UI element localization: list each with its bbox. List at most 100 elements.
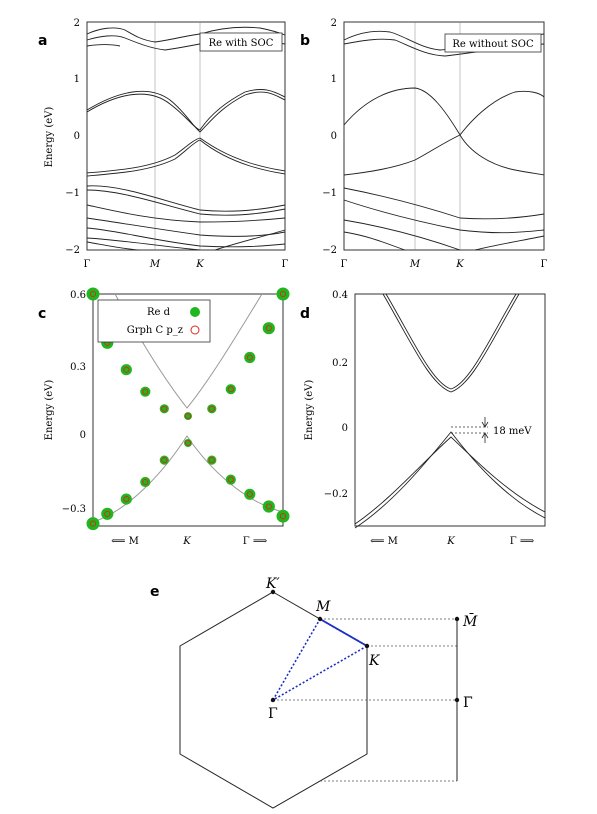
panel-a-ytick-m1: −1 — [65, 188, 80, 199]
panel-c-frame — [92, 293, 284, 527]
panel-a-ytick-2: 2 — [74, 18, 80, 29]
panel-d-ytick-02: 0.2 — [332, 358, 348, 369]
panel-c-grph-c-marker — [123, 496, 130, 503]
panel-c-re-d-marker — [159, 455, 169, 465]
panel-a-xtick-k: K — [195, 259, 204, 270]
panel-b-letter: b — [300, 33, 310, 49]
panel-d-ylabel: Energy (eV) — [304, 380, 315, 441]
panel-c-grph-c-marker — [246, 491, 253, 498]
panel-c-re-d-marker — [120, 493, 132, 505]
panel-e: e K′ M K Γ M̄ Γ̄ — [150, 576, 478, 809]
panel-d-gap-arrowhead-down — [481, 421, 489, 428]
panel-c-ytick-03: 0.3 — [70, 362, 86, 373]
panel-c-ylabel: Energy (eV) — [44, 380, 55, 441]
path-m-k — [319, 618, 368, 647]
panel-a-legend-box — [199, 32, 283, 52]
panel-a-ytick-0: 0 — [74, 131, 80, 142]
label-k: K — [368, 653, 381, 669]
panel-c-ytick-0: 0 — [80, 430, 86, 441]
panel-c: c Re d Grph C p_z 0.6 0.3 0 −0.3 Energy … — [38, 287, 290, 547]
panel-b-xtick-gamma2: Γ — [541, 259, 548, 270]
panel-c-grph-c-marker — [279, 513, 287, 520]
panel-c-grph-c-marker — [184, 439, 192, 447]
panel-b-xtick-m: M — [409, 259, 421, 270]
irreducible-path — [270, 617, 369, 703]
panel-b-frame — [343, 21, 545, 251]
point-k — [364, 643, 370, 649]
panel-c-re-d-marker — [225, 474, 236, 485]
panel-b-ytick-0: 0 — [331, 131, 337, 142]
panel-c-grph-c-marker — [265, 503, 272, 510]
panel-c-grph-c-marker — [161, 457, 168, 464]
point-m — [317, 616, 323, 622]
panel-a-ytick-1: 1 — [74, 74, 80, 85]
panel-c-re-d-marker — [101, 507, 114, 520]
panel-d-bands — [354, 293, 546, 529]
panel-c-grph-c-marker — [89, 290, 97, 298]
panel-a: a Re with SOC 2 1 0 −1 −2 Energy (eV) — [38, 18, 289, 270]
panel-c-re-d-marker — [140, 386, 151, 397]
panel-c-scatter — [86, 287, 290, 531]
point-m-bar — [454, 616, 460, 622]
panel-b-ytick-2: 2 — [331, 18, 337, 29]
panel-c-legend-re-marker — [190, 307, 200, 317]
panel-d-xtick-m: ⟸ M — [370, 536, 398, 547]
point-gamma-bar — [454, 697, 460, 703]
panel-c-grph-c-marker — [208, 405, 215, 412]
panel-c-re-d-marker — [140, 476, 151, 488]
panel-c-grph-c-marker — [279, 290, 287, 298]
panel-c-re-d-marker — [86, 287, 100, 301]
panel-b-bands — [343, 30, 545, 251]
panel-a-xtick-m: M — [149, 259, 161, 270]
label-gamma-bar: Γ̄ — [463, 695, 473, 711]
panel-c-legend-c-marker — [190, 325, 200, 335]
panel-d-gap-arrowhead-up — [481, 432, 489, 439]
panel-c-xtick-k: K — [182, 536, 191, 547]
panel-d-gap-label: 18 meV — [493, 426, 532, 437]
panel-c-re-d-marker — [207, 404, 217, 414]
panel-c-re-d-marker — [207, 455, 217, 465]
panel-a-xtick-gamma2: Γ — [282, 259, 289, 270]
panel-c-re-d-marker — [86, 517, 100, 531]
panel-c-re-d-marker — [159, 404, 169, 414]
panel-b: b Re without SOC 2 1 0 −1 −2 Γ M K Γ — [300, 18, 548, 270]
panel-a-ylabel: Energy (eV) — [44, 107, 55, 168]
panel-d-ytick-m02: −0.2 — [324, 489, 348, 500]
panel-c-grph-c-marker — [265, 325, 272, 332]
label-m-bar: M̄ — [462, 612, 478, 630]
panel-c-xtick-m: ⟸ M — [111, 536, 139, 547]
panel-c-re-d-marker — [244, 488, 256, 500]
panel-b-ytick-m1: −1 — [322, 188, 337, 199]
panel-a-frame — [86, 21, 286, 251]
panel-c-legend-c: Grph C p_z — [127, 325, 183, 336]
panel-c-re-d-marker — [120, 364, 132, 376]
panel-c-grph-c-marker — [184, 413, 192, 420]
panel-c-ytick-06: 0.6 — [70, 290, 86, 301]
panel-a-xtick-gamma1: Γ — [84, 259, 91, 270]
panel-a-letter: a — [38, 33, 47, 49]
panel-c-re-d-marker — [225, 384, 236, 395]
panel-c-re-d-marker — [262, 322, 275, 335]
panel-c-grph-c-marker — [227, 386, 234, 393]
panel-c-xtick-gamma: Γ ⟹ — [243, 536, 267, 547]
label-gamma: Γ — [268, 706, 278, 722]
panel-d: d 18 meV 0.4 0.2 0 −0.2 Energy (eV) ⟸ M … — [300, 290, 546, 547]
label-m: M — [315, 599, 331, 615]
panel-b-xtick-gamma1: Γ — [341, 259, 348, 270]
panel-a-bands — [86, 26, 286, 251]
panel-c-grph-c-marker — [208, 457, 215, 464]
panel-c-legend-re: Re d — [147, 307, 171, 318]
panel-b-ytick-m2: −2 — [322, 245, 337, 256]
panel-c-grph-c-marker — [142, 478, 149, 486]
panel-d-xtick-k: K — [446, 536, 455, 547]
panel-c-grph-c-marker — [123, 366, 130, 373]
panel-d-letter: d — [300, 306, 310, 322]
panel-c-re-d-marker — [276, 509, 290, 523]
point-k-prime — [270, 589, 276, 595]
panel-c-grph-c-marker — [227, 476, 234, 483]
panel-c-letter: c — [38, 306, 46, 322]
point-gamma — [270, 697, 276, 703]
panel-c-grph-c-marker — [161, 405, 168, 412]
panel-d-ytick-04: 0.4 — [332, 290, 348, 301]
